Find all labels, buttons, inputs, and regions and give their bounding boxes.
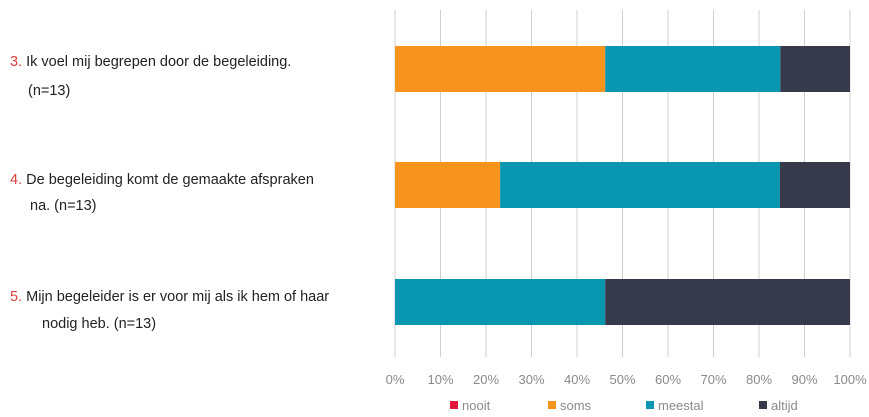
legend-swatch: [548, 401, 556, 409]
x-tick-label: 40%: [564, 372, 590, 387]
question-subtext: (n=13): [28, 83, 71, 99]
question-number: 4.: [10, 172, 23, 188]
x-tick-label: 20%: [473, 372, 499, 387]
bar-segment-altijd: [780, 46, 850, 92]
bar-segment-altijd: [779, 162, 850, 208]
x-tick-label: 60%: [655, 372, 681, 387]
x-tick-label: 100%: [833, 372, 867, 387]
x-tick-label: 90%: [791, 372, 817, 387]
legend: nooit soms meestal altijd: [450, 398, 798, 413]
bar-segment-soms: [395, 162, 501, 208]
legend-item: soms: [548, 398, 592, 413]
question-label: 4. De begeleiding komt de gemaakte afspr…: [10, 170, 314, 217]
bar-segment-soms: [395, 46, 606, 92]
question-number: 3.: [10, 54, 23, 70]
bars: [395, 46, 850, 325]
question-text: De begeleiding komt de gemaakte afsprake…: [26, 172, 314, 188]
legend-label: meestal: [658, 398, 704, 413]
x-tick-label: 80%: [746, 372, 772, 387]
x-tick-label: 0%: [386, 372, 405, 387]
legend-label: soms: [560, 398, 592, 413]
question-text: Mijn begeleider is er voor mij als ik he…: [26, 289, 330, 305]
bar-segment-meestal: [395, 279, 606, 325]
x-tick-label: 50%: [609, 372, 635, 387]
legend-item: meestal: [646, 398, 704, 413]
legend-label: altijd: [771, 398, 798, 413]
question-text: Ik voel mij begrepen door de begeleiding…: [26, 54, 292, 70]
question-number: 5.: [10, 289, 23, 305]
legend-swatch: [759, 401, 767, 409]
question-subtext: na. (n=13): [30, 198, 97, 214]
x-tick-label: 70%: [700, 372, 726, 387]
bar-segment-meestal: [500, 162, 780, 208]
x-tick-label: 10%: [427, 372, 453, 387]
bar-segment-altijd: [605, 279, 850, 325]
question-label: 5. Mijn begeleider is er voor mij als ik…: [10, 287, 329, 335]
legend-item: altijd: [759, 398, 798, 413]
legend-item: nooit: [450, 398, 491, 413]
legend-swatch: [646, 401, 654, 409]
legend-swatch: [450, 401, 458, 409]
x-tick-label: 30%: [518, 372, 544, 387]
legend-label: nooit: [462, 398, 491, 413]
bar-segment-meestal: [605, 46, 781, 92]
question-subtext: nodig heb. (n=13): [42, 316, 157, 332]
question-label: 3. Ik voel mij begrepen door de begeleid…: [10, 52, 291, 102]
x-axis-ticks: 0% 10% 20% 30% 40% 50% 60% 70% 80% 90% 100%: [386, 372, 867, 387]
